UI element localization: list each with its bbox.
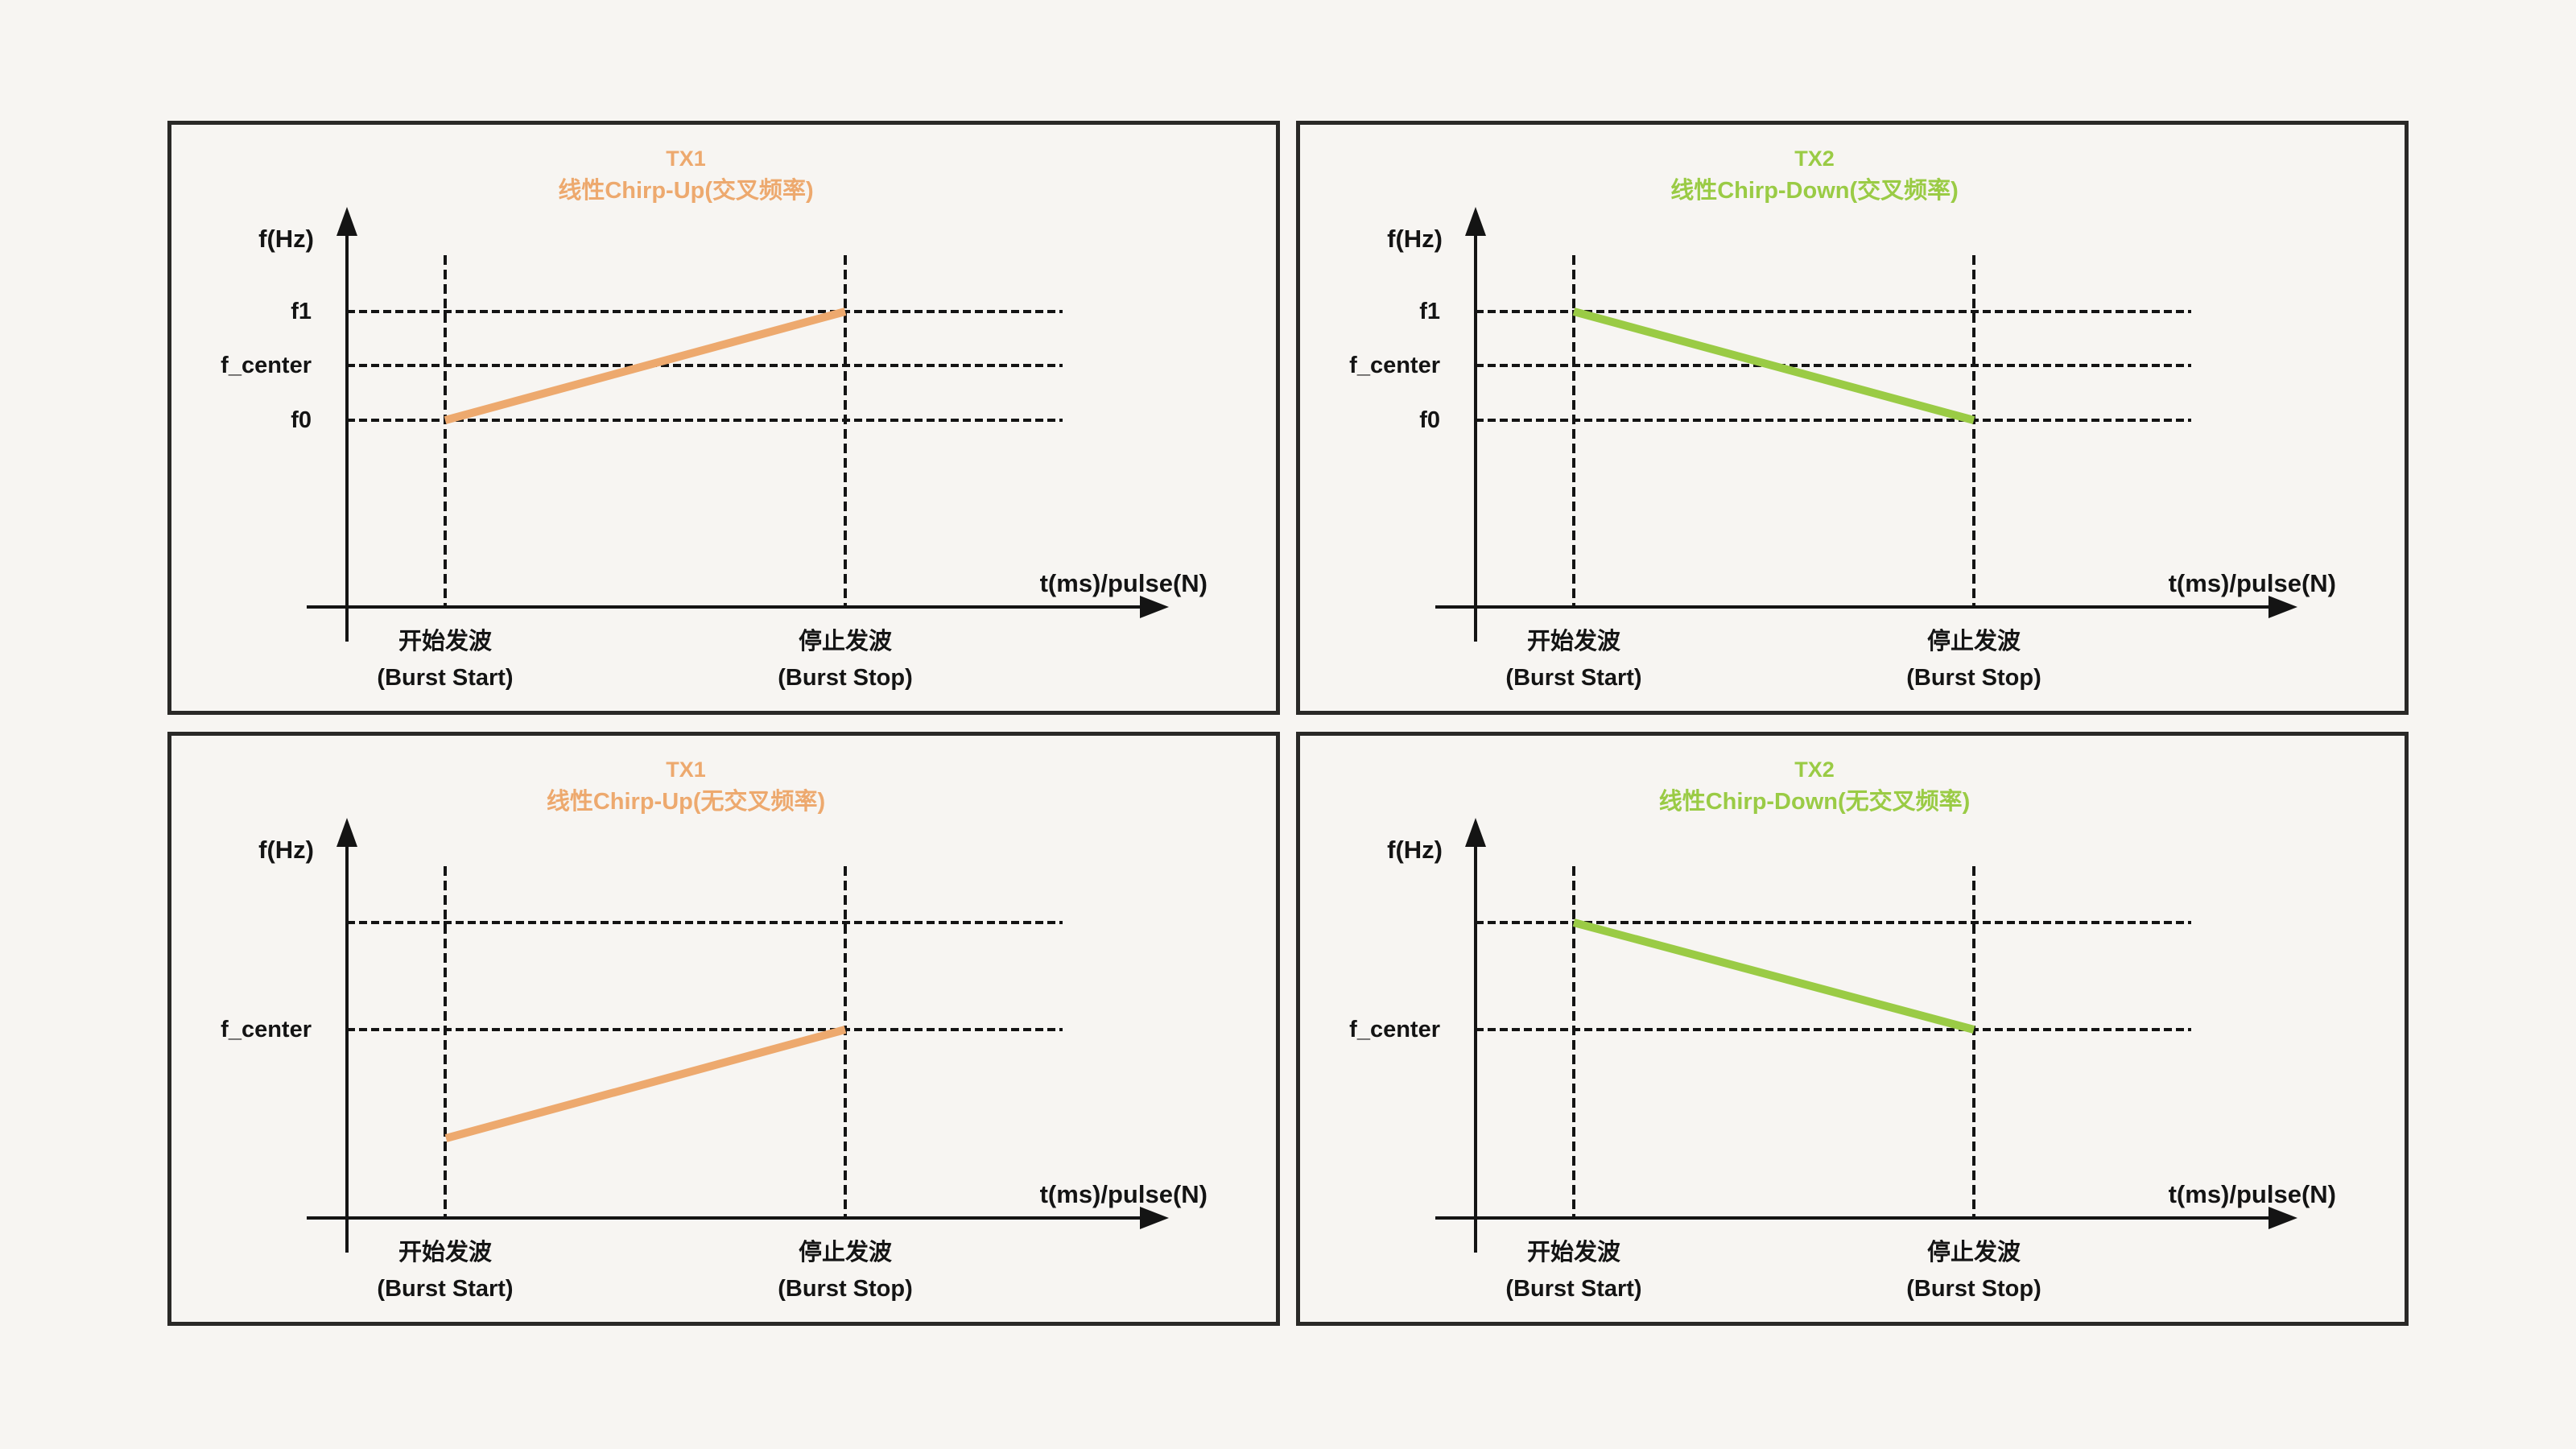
burst-stop-label-en: (Burst Stop) xyxy=(1906,665,2041,691)
f-center-label: f_center xyxy=(221,1017,312,1042)
panel-title: TX2 线性Chirp-Down(无交叉频率) xyxy=(1300,753,2329,818)
chirp-line xyxy=(444,308,847,424)
burst-stop-label: 停止发波 (Burst Stop) xyxy=(644,1235,1046,1307)
chirp-plot xyxy=(1435,818,2297,1253)
x-axis-arrow xyxy=(1140,1207,1169,1229)
burst-start-label: 开始发波 (Burst Start) xyxy=(244,624,646,696)
x-axis-arrow xyxy=(2268,1207,2297,1229)
panel-title: TX2 线性Chirp-Down(交叉频率) xyxy=(1300,142,2329,207)
x-axis-arrow xyxy=(1140,596,1169,618)
burst-start-label: 开始发波 (Burst Start) xyxy=(1373,1235,1775,1307)
f1-label: f1 xyxy=(291,299,312,324)
f0-label: f0 xyxy=(291,407,312,433)
chirp-plot xyxy=(307,818,1169,1253)
x-axis-label: t(ms)/pulse(N) xyxy=(2168,569,2336,597)
burst-stop-label-cn: 停止发波 xyxy=(1926,629,2021,654)
panel-title-tx: TX2 xyxy=(1794,147,1835,171)
y-axis-label: f(Hz) xyxy=(258,836,314,864)
burst-start-label-cn: 开始发波 xyxy=(1526,1240,1620,1265)
f-center-label: f_center xyxy=(1349,1017,1440,1042)
burst-start-label-en: (Burst Start) xyxy=(1505,665,1642,691)
y-axis-label: f(Hz) xyxy=(1387,836,1443,864)
burst-start-label-en: (Burst Start) xyxy=(1505,1276,1642,1302)
f1-label: f1 xyxy=(1419,299,1440,324)
panel-title: TX1 线性Chirp-Up(无交叉频率) xyxy=(171,753,1200,818)
panel-tx2-chirp-down-crossed: TX2 线性Chirp-Down(交叉频率) f(Hz) f1 f_center… xyxy=(1296,121,2409,715)
burst-start-label-cn: 开始发波 xyxy=(398,629,492,654)
x-axis-label: t(ms)/pulse(N) xyxy=(2168,1180,2336,1208)
burst-stop-label-en: (Burst Stop) xyxy=(1906,1276,2041,1302)
y-axis-arrow xyxy=(336,818,357,847)
chirp-line xyxy=(1572,308,1975,424)
panel-tx1-chirp-up-crossed: TX1 线性Chirp-Up(交叉频率) f(Hz) f1 f_center f… xyxy=(167,121,1280,715)
f-center-label: f_center xyxy=(221,353,312,378)
panel-title-desc: 线性Chirp-Down(交叉频率) xyxy=(1670,178,1959,204)
burst-stop-label: 停止发波 (Burst Stop) xyxy=(644,624,1046,696)
chirp-line xyxy=(1572,919,1975,1034)
burst-stop-label-cn: 停止发波 xyxy=(798,1240,892,1265)
burst-stop-label-en: (Burst Stop) xyxy=(778,1276,913,1302)
x-axis-label: t(ms)/pulse(N) xyxy=(1039,1180,1208,1208)
burst-stop-label-cn: 停止发波 xyxy=(1926,1240,2021,1265)
burst-stop-label-en: (Burst Stop) xyxy=(778,665,913,691)
panel-tx2-chirp-down-uncrossed: TX2 线性Chirp-Down(无交叉频率) f(Hz) f_center t… xyxy=(1296,732,2409,1326)
burst-start-label-cn: 开始发波 xyxy=(1526,629,1620,654)
y-axis-label: f(Hz) xyxy=(258,225,314,253)
x-axis-label: t(ms)/pulse(N) xyxy=(1039,569,1208,597)
y-axis-arrow xyxy=(1465,818,1486,847)
burst-start-label-en: (Burst Start) xyxy=(377,665,514,691)
f0-label: f0 xyxy=(1419,407,1440,433)
panel-title-tx: TX1 xyxy=(666,147,706,171)
burst-stop-label: 停止发波 (Burst Stop) xyxy=(1773,1235,2175,1307)
panel-title-desc: 线性Chirp-Up(交叉频率) xyxy=(558,178,814,204)
burst-stop-label-cn: 停止发波 xyxy=(798,629,892,654)
panel-title-desc: 线性Chirp-Down(无交叉频率) xyxy=(1658,789,1971,815)
panel-title-desc: 线性Chirp-Up(无交叉频率) xyxy=(546,789,826,815)
burst-start-label: 开始发波 (Burst Start) xyxy=(244,1235,646,1307)
panel-title-tx: TX2 xyxy=(1794,758,1835,782)
y-axis-arrow xyxy=(336,207,357,236)
burst-start-label: 开始发波 (Burst Start) xyxy=(1373,624,1775,696)
panel-title: TX1 线性Chirp-Up(交叉频率) xyxy=(171,142,1200,207)
burst-stop-label: 停止发波 (Burst Stop) xyxy=(1773,624,2175,696)
y-axis-arrow xyxy=(1465,207,1486,236)
panel-title-tx: TX1 xyxy=(666,758,706,782)
burst-start-label-cn: 开始发波 xyxy=(398,1240,492,1265)
y-axis-label: f(Hz) xyxy=(1387,225,1443,253)
burst-start-label-en: (Burst Start) xyxy=(377,1276,514,1302)
chirp-plot xyxy=(1435,207,2297,642)
x-axis-arrow xyxy=(2268,596,2297,618)
f-center-label: f_center xyxy=(1349,353,1440,378)
chirp-plot xyxy=(307,207,1169,642)
chirp-line xyxy=(444,1026,847,1142)
panel-tx1-chirp-up-uncrossed: TX1 线性Chirp-Up(无交叉频率) f(Hz) f_center t(m… xyxy=(167,732,1280,1326)
